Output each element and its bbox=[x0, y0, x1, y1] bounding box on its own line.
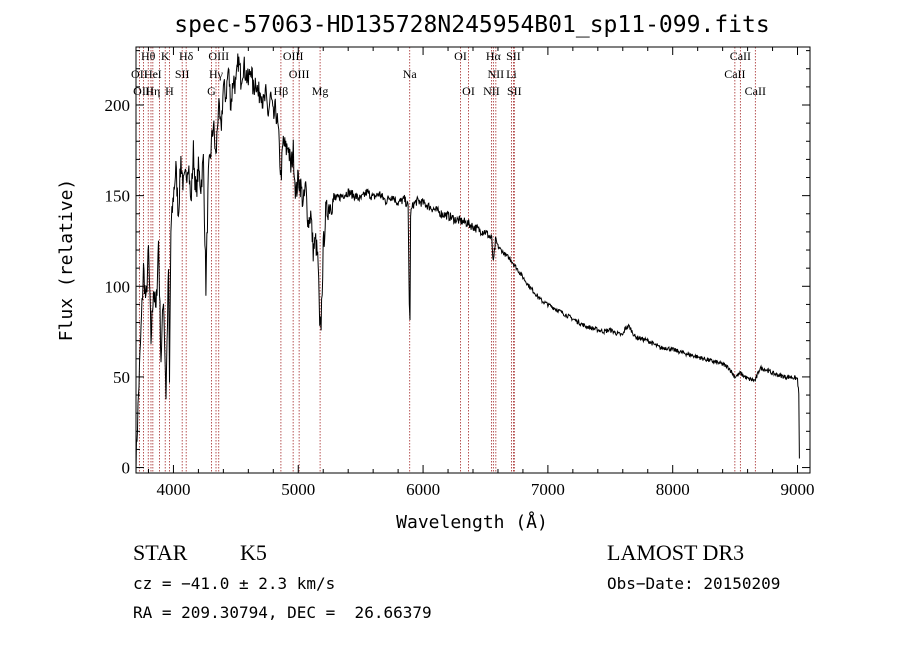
y-axis-label: Flux (relative) bbox=[56, 179, 77, 342]
line-label-7: H bbox=[165, 84, 174, 98]
y-tick-label: 150 bbox=[105, 187, 131, 206]
line-label-18: OI bbox=[454, 49, 467, 63]
line-label-19: OI bbox=[462, 84, 475, 98]
x-tick-label: 6000 bbox=[406, 480, 440, 499]
line-label-25: SII bbox=[507, 84, 522, 98]
line-label-10: OIII bbox=[208, 49, 229, 63]
y-tick-label: 100 bbox=[105, 277, 131, 296]
x-tick-label: 8000 bbox=[656, 480, 690, 499]
line-label-21: SII bbox=[506, 49, 521, 63]
x-tick-label: 4000 bbox=[156, 480, 190, 499]
flux-series-line bbox=[135, 53, 800, 474]
line-label-9: SII bbox=[175, 67, 190, 81]
line-label-16: Mg bbox=[312, 84, 329, 98]
coordinates: RA = 209.30794, DEC = 26.66379 bbox=[133, 603, 432, 622]
plot-frame bbox=[135, 46, 811, 474]
y-tick-label: 0 bbox=[122, 459, 131, 478]
redshift-cz: cz = −41.0 ± 2.3 km/s bbox=[133, 574, 336, 593]
x-tick-label: 5000 bbox=[281, 480, 315, 499]
x-tick-label: 9000 bbox=[781, 480, 815, 499]
line-label-14: OIII bbox=[283, 49, 304, 63]
line-label-12: G bbox=[207, 84, 216, 98]
line-label-24: NII bbox=[483, 84, 500, 98]
line-label-1: OII bbox=[131, 67, 148, 81]
line-label-0: Hθ bbox=[141, 49, 156, 63]
line-label-17: Na bbox=[403, 67, 418, 81]
obs-date: Obs−Date: 20150209 bbox=[607, 574, 781, 593]
line-label-4: Hη bbox=[145, 84, 160, 98]
survey-name: LAMOST DR3 bbox=[607, 540, 745, 565]
axis-ticks: 4000 5000 6000 7000 8000 9000 0 50 100 150 200 bbox=[105, 47, 815, 499]
line-label-20: Hα bbox=[486, 49, 502, 63]
object-subclass: K5 bbox=[240, 540, 267, 565]
line-label-22: NII bbox=[488, 67, 505, 81]
x-tick-label: 7000 bbox=[531, 480, 565, 499]
line-label-11: Hγ bbox=[209, 67, 224, 81]
y-tick-label: 200 bbox=[105, 96, 131, 115]
line-label-5: K bbox=[161, 49, 170, 63]
line-label-28: CaII bbox=[745, 84, 766, 98]
chart-title: spec-57063-HD135728N245954B01_sp11-099.f… bbox=[174, 12, 769, 38]
line-label-27: CaII bbox=[724, 67, 745, 81]
line-label-6: I bbox=[158, 67, 162, 81]
line-label-3: He bbox=[144, 67, 158, 81]
spectral-line-markers bbox=[138, 47, 756, 473]
line-label-8: Hδ bbox=[179, 49, 194, 63]
line-label-26: CaII bbox=[730, 49, 751, 63]
y-tick-label: 50 bbox=[113, 368, 130, 387]
x-axis-label: Wavelength (Å) bbox=[396, 511, 548, 533]
line-label-15: OIII bbox=[289, 67, 310, 81]
line-label-13: Hβ bbox=[274, 84, 289, 98]
line-label-2: OIII bbox=[133, 84, 154, 98]
object-class: STAR bbox=[133, 540, 188, 565]
line-label-23: Li bbox=[506, 67, 517, 81]
